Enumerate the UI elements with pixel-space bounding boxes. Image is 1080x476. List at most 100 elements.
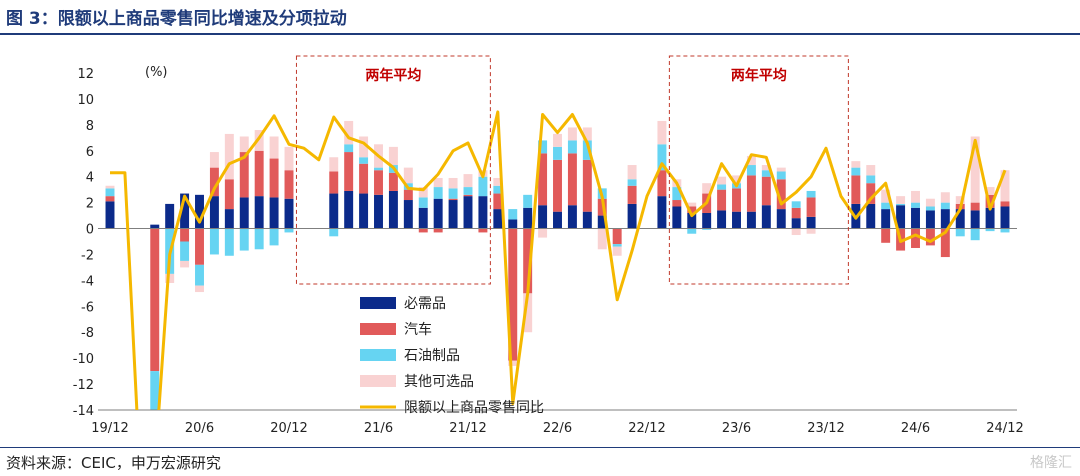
bar-segment-necessities [940, 209, 950, 229]
bar-segment-necessities [239, 197, 249, 229]
bar-segment-necessities [448, 200, 458, 229]
bar-segment-petroleum [657, 144, 667, 171]
legend-label: 其他可选品 [404, 374, 474, 390]
bar-segment-petroleum [851, 167, 861, 176]
bar-segment-autos [687, 206, 697, 213]
bar-segment-petroleum [508, 209, 518, 220]
bar-segment-necessities [627, 203, 637, 229]
y-tick-label: -2 [81, 248, 94, 263]
legend-label: 石油制品 [404, 348, 460, 364]
bar-segment-other-discretionary [508, 360, 518, 366]
bar-segment-other-discretionary [911, 190, 920, 203]
bar-segment-autos [523, 228, 533, 294]
bar-segment-necessities [567, 205, 577, 229]
bar-segment-other-discretionary [597, 228, 607, 250]
bar-segment-other-discretionary [1000, 170, 1010, 202]
bar-segment-petroleum [791, 201, 801, 208]
bar-segment-autos [374, 170, 383, 195]
bar-segment-other-discretionary [746, 155, 756, 166]
bar-segment-other-discretionary [224, 133, 234, 180]
bar-segment-necessities [582, 211, 592, 229]
bar-segment-necessities [359, 193, 369, 229]
bar-segment-autos [582, 159, 592, 212]
bar-segment-petroleum [433, 187, 443, 199]
bar-segment-other-discretionary [418, 187, 428, 198]
bar-segment-necessities [150, 224, 160, 229]
bar-segment-necessities [180, 193, 190, 229]
line-retail-yoy [110, 110, 1007, 410]
y-tick-label: -14 [73, 404, 94, 419]
y-tick-label: 10 [77, 93, 94, 108]
bar-segment-autos [269, 158, 279, 198]
bar-segment-necessities [269, 197, 279, 229]
bar-segment-autos [761, 176, 771, 206]
bar-segment-autos [776, 179, 786, 210]
bar-segment-petroleum [970, 228, 980, 241]
bar-segment-petroleum [538, 140, 548, 154]
y-tick-label: 8 [86, 119, 94, 134]
bar-segment-autos [105, 196, 115, 202]
bar-segment-autos [806, 197, 816, 217]
bar-segment-petroleum [553, 146, 562, 160]
bar-segment-other-discretionary [388, 146, 398, 166]
bar-segment-autos [553, 159, 562, 212]
bar-segment-other-discretionary [955, 196, 965, 204]
bar-segment-autos [478, 228, 488, 233]
bar-segment-other-discretionary [209, 152, 219, 168]
bar-segment-necessities [791, 218, 801, 229]
legend-swatch [360, 297, 396, 309]
bar-segment-petroleum [985, 228, 995, 232]
bar-segment-necessities [478, 196, 488, 229]
bar-segment-autos [418, 228, 428, 233]
bar-segment-autos [911, 228, 920, 248]
bar-segment-petroleum [105, 188, 115, 197]
bar-segment-necessities [553, 211, 562, 229]
bar-segment-autos [463, 194, 473, 197]
bar-segment-petroleum [269, 228, 279, 246]
y-tick-label: -8 [81, 326, 94, 341]
bar-segment-necessities [911, 207, 920, 229]
bar-segment-other-discretionary [523, 293, 533, 333]
legend-label: 必需品 [404, 296, 446, 312]
bar-segment-autos [612, 228, 622, 245]
bar-segment-autos [433, 228, 443, 233]
bar-segment-other-discretionary [881, 189, 891, 203]
bar-segment-autos [627, 185, 637, 204]
two-year-average-label: 两年平均 [365, 67, 421, 84]
bar-segment-petroleum [896, 203, 906, 206]
bar-segment-petroleum [582, 140, 592, 160]
bar-segment-petroleum [209, 228, 219, 255]
bar-segment-autos [493, 193, 503, 210]
bar-segment-necessities [209, 196, 219, 229]
title-divider [0, 33, 1080, 35]
bar-segment-autos [284, 170, 294, 199]
chart-canvas: -14 -12 -10 -8 -6 -4 -2 0 2 4 6 8 10 12 (%) 19/12 20/6 20… [73, 55, 1024, 436]
chart-title: 图 3：限额以上商品零售同比增速及分项拉动 [6, 9, 347, 29]
bar-segment-autos [746, 175, 756, 212]
bar-segment-other-discretionary [791, 228, 801, 236]
bar-segment-necessities [925, 210, 935, 229]
bar-segment-other-discretionary [493, 177, 503, 186]
bar-segment-autos [508, 228, 518, 361]
legend-swatch [360, 375, 396, 387]
bar-segment-other-discretionary [896, 196, 906, 204]
bar-segment-other-discretionary [702, 183, 712, 194]
x-tick-label: 19/12 [91, 421, 128, 436]
bar-segment-other-discretionary [567, 127, 577, 141]
bar-segment-autos [791, 207, 801, 219]
bar-segment-petroleum [612, 244, 622, 247]
bar-segment-necessities [433, 198, 443, 229]
bar-segment-autos [209, 167, 219, 197]
bar-segment-necessities [195, 194, 204, 229]
y-unit-label: (%) [145, 65, 168, 80]
bar-segment-autos [657, 170, 667, 197]
bar-segment-petroleum [627, 179, 637, 186]
bar-segment-necessities [463, 196, 473, 229]
bar-segment-petroleum [344, 144, 354, 153]
bar-segment-autos [925, 228, 935, 246]
bar-segment-necessities [866, 203, 876, 229]
bar-segment-necessities [687, 212, 697, 229]
bar-segment-necessities [254, 196, 264, 229]
x-tick-label: 21/12 [449, 421, 486, 436]
bar-segment-petroleum [374, 167, 383, 171]
